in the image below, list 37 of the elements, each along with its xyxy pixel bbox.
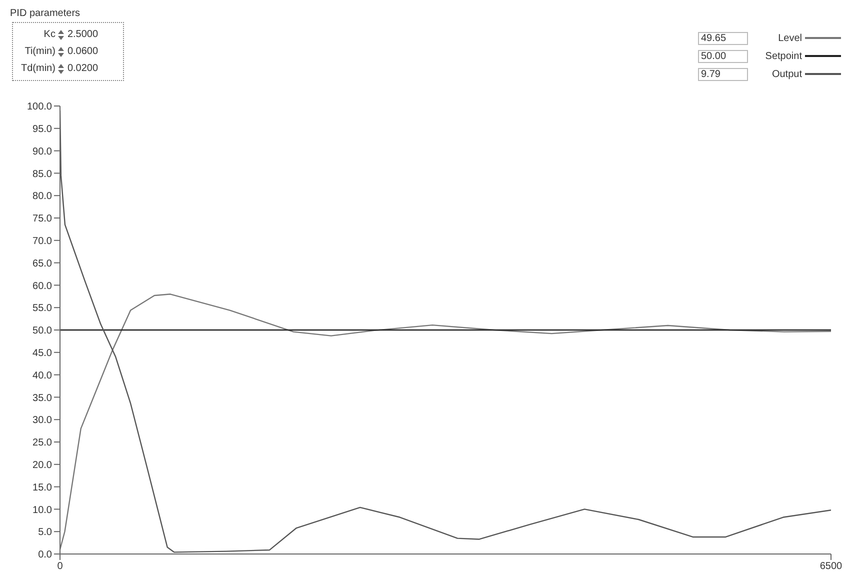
text: Ti(min) bbox=[24, 46, 56, 57]
y-tick-label: 45.0 bbox=[32, 348, 52, 359]
text: 50.00 bbox=[698, 50, 748, 62]
y-tick-label: 60.0 bbox=[32, 280, 52, 292]
y-tick-label: 15.0 bbox=[32, 482, 52, 494]
y-tick-label: 70.0 bbox=[32, 236, 52, 247]
text: 9.79 bbox=[698, 68, 748, 80]
text: 49.65 bbox=[698, 32, 748, 44]
text: Kc bbox=[44, 29, 56, 40]
text: 0.0600 bbox=[67, 46, 100, 57]
chart-title: PID parameters bbox=[10, 8, 80, 19]
y-tick-label: 80.0 bbox=[32, 191, 52, 202]
y-tick-label: 55.0 bbox=[32, 303, 52, 314]
y-tick-label: 100.0 bbox=[26, 102, 52, 113]
text: 0.0200 bbox=[67, 63, 100, 74]
y-tick-label: 40.0 bbox=[32, 370, 52, 382]
text: Td(min) bbox=[21, 63, 56, 74]
legend-label: Output bbox=[770, 68, 802, 80]
legend-label: Setpoint bbox=[764, 50, 802, 62]
y-tick-label: 65.0 bbox=[32, 258, 52, 270]
y-tick-label: 25.0 bbox=[32, 438, 52, 449]
x-tick-label: 6500 bbox=[820, 561, 843, 572]
y-tick-label: 50.0 bbox=[32, 326, 52, 337]
y-tick-label: 5.0 bbox=[38, 527, 52, 538]
y-tick-label: 10.0 bbox=[32, 504, 52, 516]
y-tick-label: 20.0 bbox=[32, 460, 52, 471]
y-tick-label: 85.0 bbox=[32, 168, 52, 180]
text: 2.5000 bbox=[67, 29, 100, 40]
legend-label: Level bbox=[777, 32, 802, 44]
y-tick-label: 0.0 bbox=[38, 550, 52, 561]
y-tick-label: 90.0 bbox=[32, 146, 52, 158]
line-series bbox=[60, 294, 831, 550]
y-tick-label: 35.0 bbox=[32, 392, 52, 404]
y-tick-label: 75.0 bbox=[32, 214, 52, 225]
x-tick-label: 0 bbox=[57, 561, 64, 572]
y-tick-label: 95.0 bbox=[32, 124, 52, 135]
y-tick-label: 30.0 bbox=[32, 415, 52, 426]
